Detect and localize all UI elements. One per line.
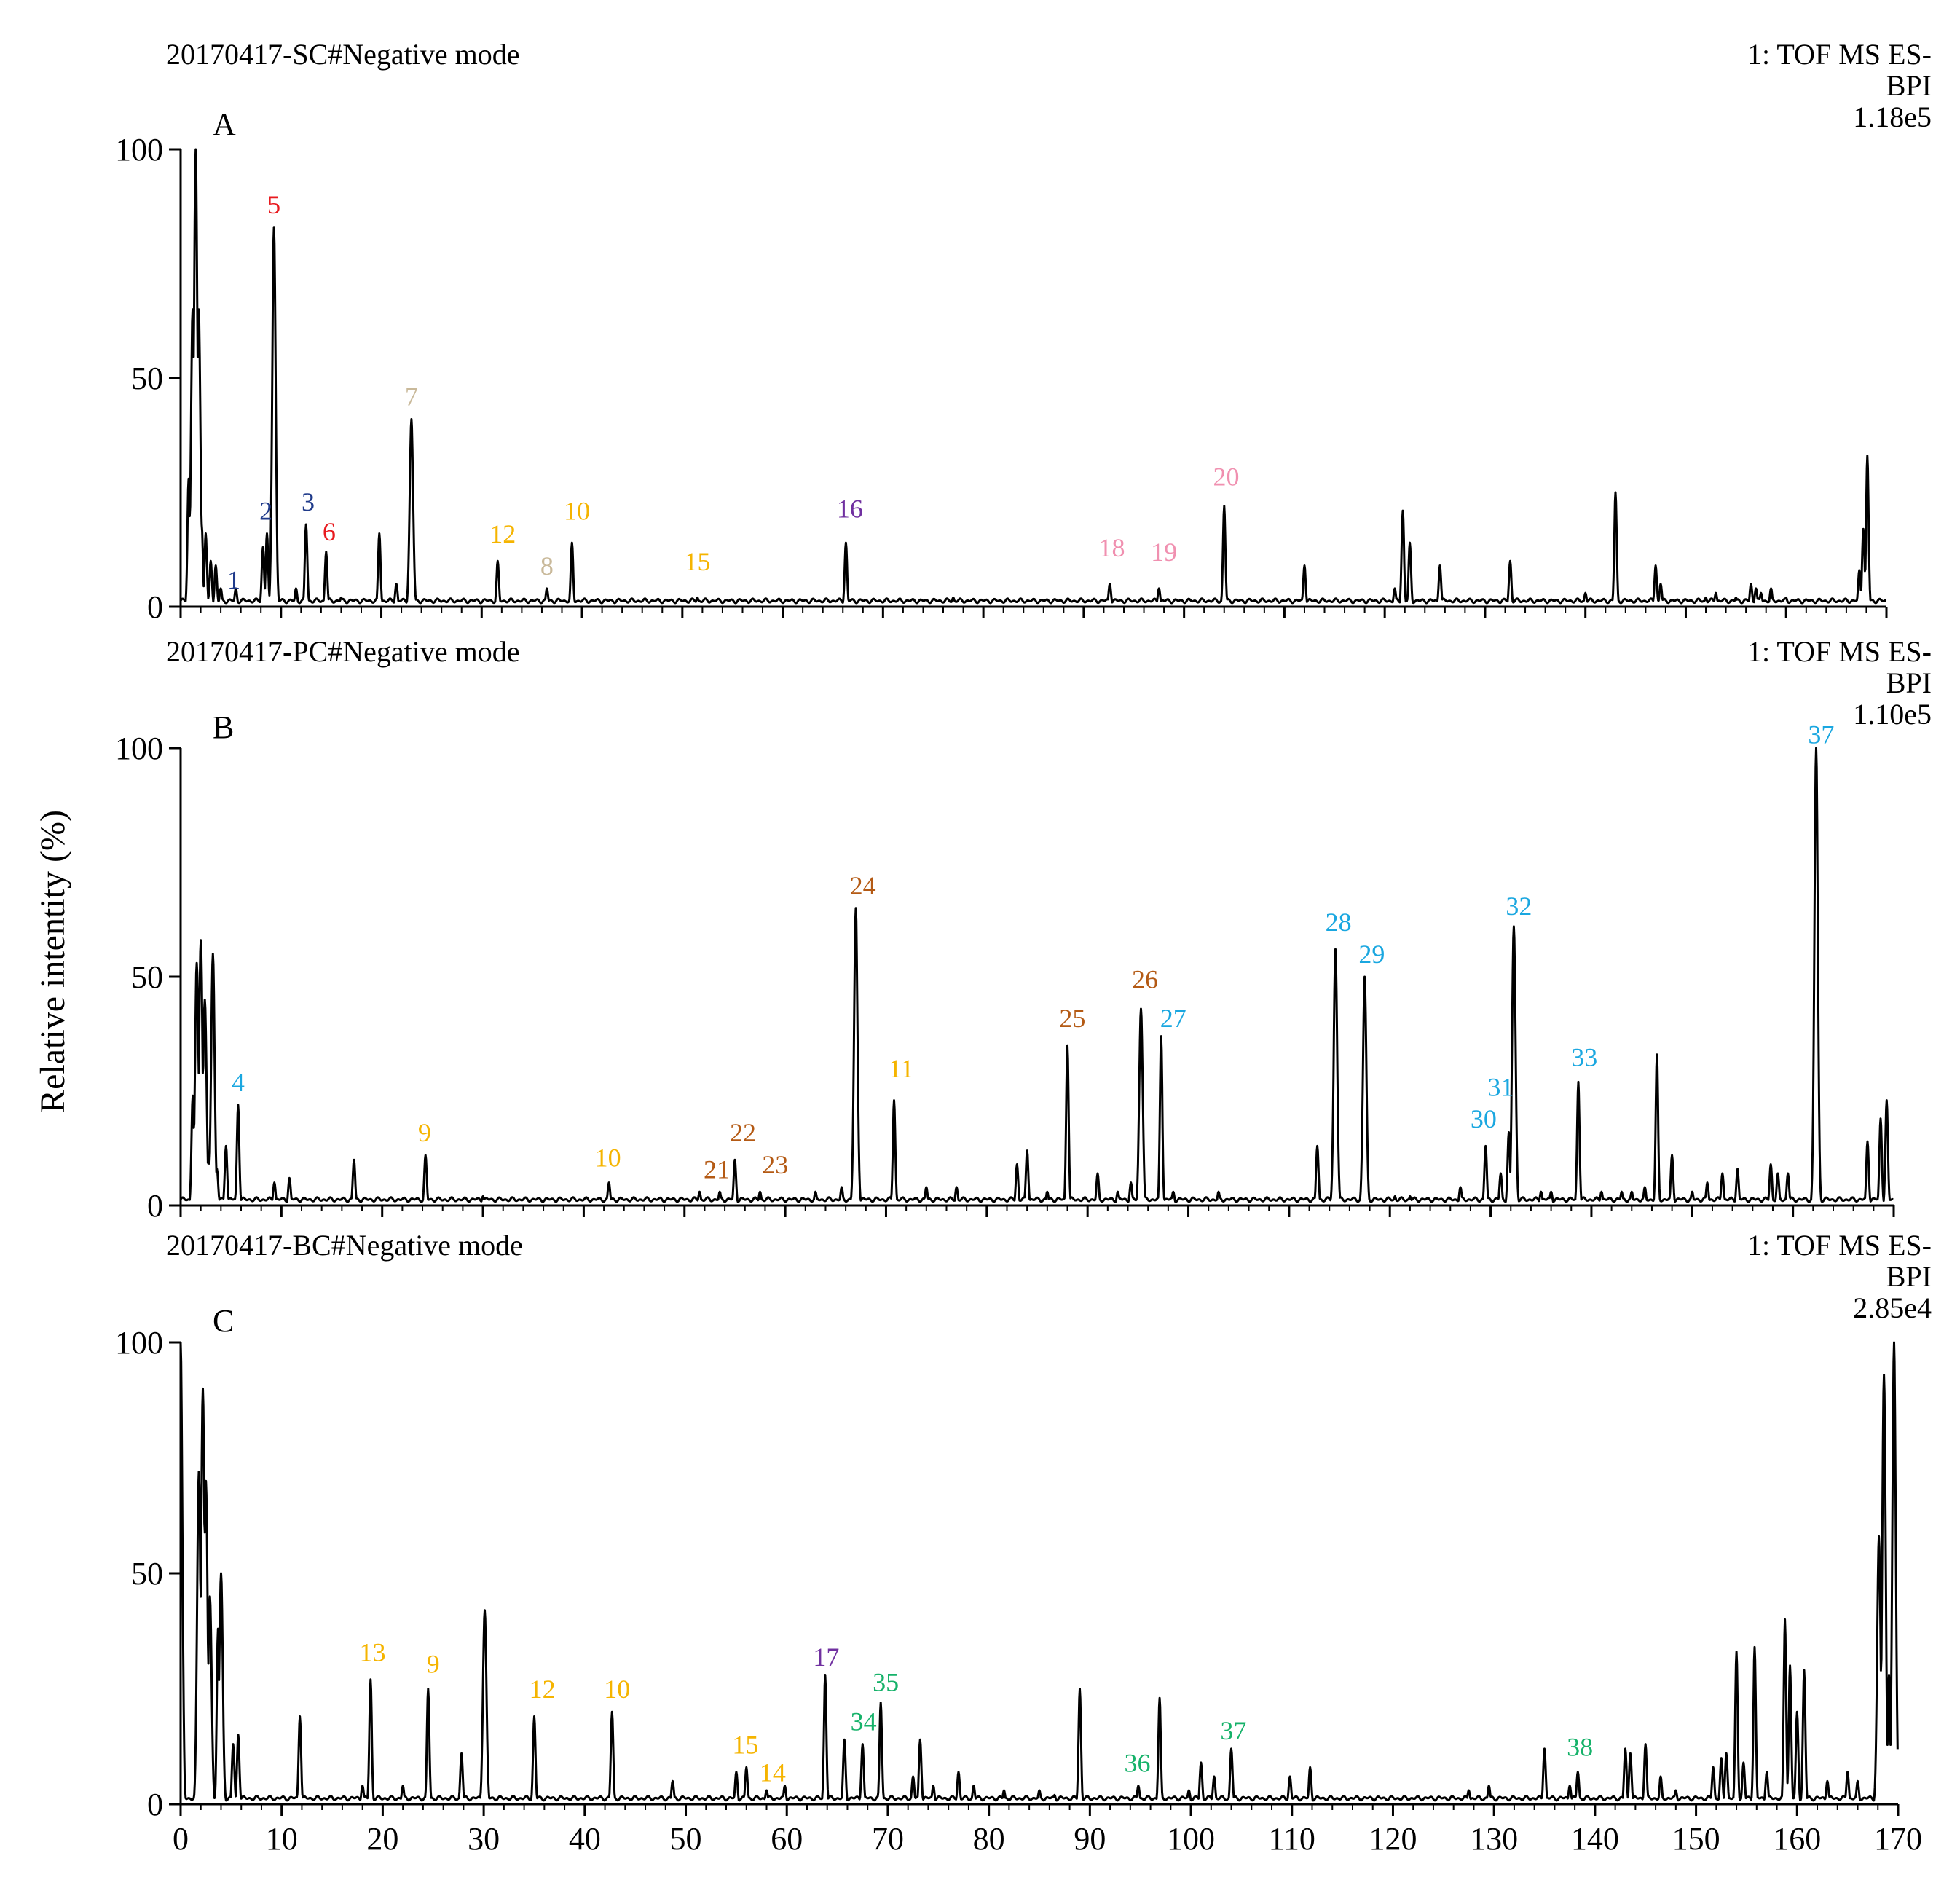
panel-a-y-tick-label: 100: [115, 132, 163, 168]
y-axis-label: Relative intentity (%): [34, 810, 72, 1113]
panel-a-peak-label: 7: [405, 382, 418, 412]
panel-b-peak-label: 22: [730, 1118, 756, 1147]
panel-a-peak-label: 6: [323, 517, 336, 546]
panel-a-peak-label: 19: [1151, 538, 1177, 567]
panel-c-x-tick-label: 170: [1874, 1821, 1922, 1857]
panel-b-chromatogram-trace: [179, 747, 1894, 1203]
panel-b-peak-label: 4: [232, 1068, 245, 1097]
panel-c-x-tick-label: 130: [1470, 1821, 1518, 1857]
panel-c-peak-label: 35: [873, 1668, 899, 1697]
panel-c-y-tick-label: 0: [147, 1787, 163, 1822]
panel-c-sample-header: 20170417-BC#Negative mode: [166, 1229, 523, 1262]
panel-c-y-tick-label: 50: [131, 1556, 163, 1592]
panel-b-peak-label: 10: [595, 1144, 621, 1173]
panel-a-peak-label: 3: [302, 487, 315, 516]
panel-a-peak-label: 8: [540, 551, 554, 581]
panel-c-peak-label: 15: [732, 1730, 758, 1759]
panel-c-x-tick-label: 110: [1269, 1821, 1315, 1857]
panel-c-peak-label: 14: [760, 1758, 786, 1787]
panel-a-peak-label: 12: [489, 519, 516, 548]
panel-c-x-tick-label: 120: [1369, 1821, 1417, 1857]
panel-b-peak-label: 26: [1132, 965, 1158, 994]
panel-c-detector-line: 1: TOF MS ES-: [1747, 1229, 1932, 1262]
panel-b-y-tick-label: 100: [115, 731, 163, 766]
panel-b-peak-label: 28: [1326, 908, 1352, 937]
panel-c-y-tick-label: 100: [115, 1325, 163, 1361]
panel-c-x-tick-label: 90: [1074, 1821, 1106, 1857]
panel-c-x-tick-label: 40: [569, 1821, 601, 1857]
panel-c-peak-label: 13: [360, 1637, 386, 1667]
panel-a-peak-label: 2: [259, 497, 272, 526]
panel-b-detector-line: BPI: [1886, 666, 1932, 699]
panel-a-peak-label: 20: [1213, 463, 1240, 492]
panel-b-peak-label: 23: [762, 1150, 788, 1179]
panel-c-peak-label: 34: [851, 1707, 877, 1736]
panel-a-peak-label: 16: [837, 495, 863, 524]
panel-a-detector-line: 1: TOF MS ES-: [1747, 38, 1932, 71]
panel-c-x-tick-label: 50: [670, 1821, 702, 1857]
panel-c-x-tick-label: 30: [468, 1821, 500, 1857]
panel-c-letter: C: [213, 1303, 234, 1339]
panel-b-peak-label: 25: [1059, 1004, 1085, 1033]
panel-b-peak-label: 27: [1160, 1004, 1186, 1033]
panel-c-peak-label: 10: [604, 1675, 630, 1704]
panel-a-peak-label: 18: [1098, 533, 1125, 562]
panel-b-detector-line: 1.10e5: [1853, 698, 1932, 731]
panel-a-detector-line: 1.18e5: [1853, 101, 1932, 133]
panel-c-x-tick-label: 70: [872, 1821, 904, 1857]
panel-c-x-tick-label: 140: [1571, 1821, 1619, 1857]
panel-c-detector-line: BPI: [1886, 1260, 1932, 1293]
panel-c-x-tick-label: 20: [366, 1821, 398, 1857]
panel-c-peak-label: 12: [530, 1675, 556, 1704]
panel-a-peak-label: 15: [684, 547, 710, 576]
panel-a-sample-header: 20170417-SC#Negative mode: [166, 38, 520, 71]
panel-a-letter: A: [213, 106, 236, 142]
panel-a-detector-line: BPI: [1886, 69, 1932, 102]
panel-c-x-tick-label: 80: [973, 1821, 1005, 1857]
panel-c-x-tick-label: 10: [266, 1821, 298, 1857]
panel-b-peak-label: 11: [889, 1054, 914, 1083]
panel-b-letter: B: [213, 709, 234, 745]
panel-b-peak-label: 30: [1471, 1104, 1497, 1133]
panel-b-peak-label: 33: [1571, 1042, 1597, 1071]
panel-c-x-tick-label: 150: [1672, 1821, 1720, 1857]
panel-b-detector-line: 1: TOF MS ES-: [1747, 635, 1932, 668]
panel-a-peak-label: 5: [267, 190, 280, 219]
panel-b-peak-label: 37: [1808, 720, 1834, 750]
panel-b-peak-label: 9: [418, 1118, 431, 1147]
panel-b-peak-label: 29: [1358, 940, 1385, 969]
panel-b-peak-label: 21: [704, 1154, 730, 1184]
panel-b-peak-label: 32: [1506, 892, 1532, 921]
panel-c-peak-label: 9: [427, 1649, 440, 1678]
panel-c-peak-label: 36: [1125, 1749, 1151, 1778]
panel-a-y-tick-label: 0: [147, 589, 163, 625]
panel-a-peak-label: 10: [564, 497, 590, 526]
panel-b-sample-header: 20170417-PC#Negative mode: [166, 635, 520, 668]
panel-a-y-tick-label: 50: [131, 361, 163, 396]
panel-c-x-tick-label: 60: [771, 1821, 803, 1857]
panel-c-x-tick-label: 0: [173, 1821, 189, 1857]
panel-c-chromatogram-trace: [179, 1341, 1899, 1802]
panel-b-peak-label: 24: [850, 871, 876, 900]
panel-c-x-tick-label: 100: [1167, 1821, 1215, 1857]
panel-c-peak-label: 37: [1220, 1716, 1246, 1745]
panel-b-peak-label: 31: [1487, 1072, 1514, 1101]
panel-c-peak-label: 17: [813, 1643, 839, 1672]
panel-c-peak-label: 38: [1567, 1732, 1593, 1761]
panel-c-x-tick-label: 160: [1773, 1821, 1821, 1857]
panel-c-detector-line: 2.85e4: [1853, 1291, 1932, 1324]
panel-b-y-tick-label: 0: [147, 1188, 163, 1224]
panel-a-peak-label: 1: [227, 565, 240, 594]
panel-a-chromatogram-trace: [179, 148, 1887, 605]
panel-b-y-tick-label: 50: [131, 959, 163, 995]
